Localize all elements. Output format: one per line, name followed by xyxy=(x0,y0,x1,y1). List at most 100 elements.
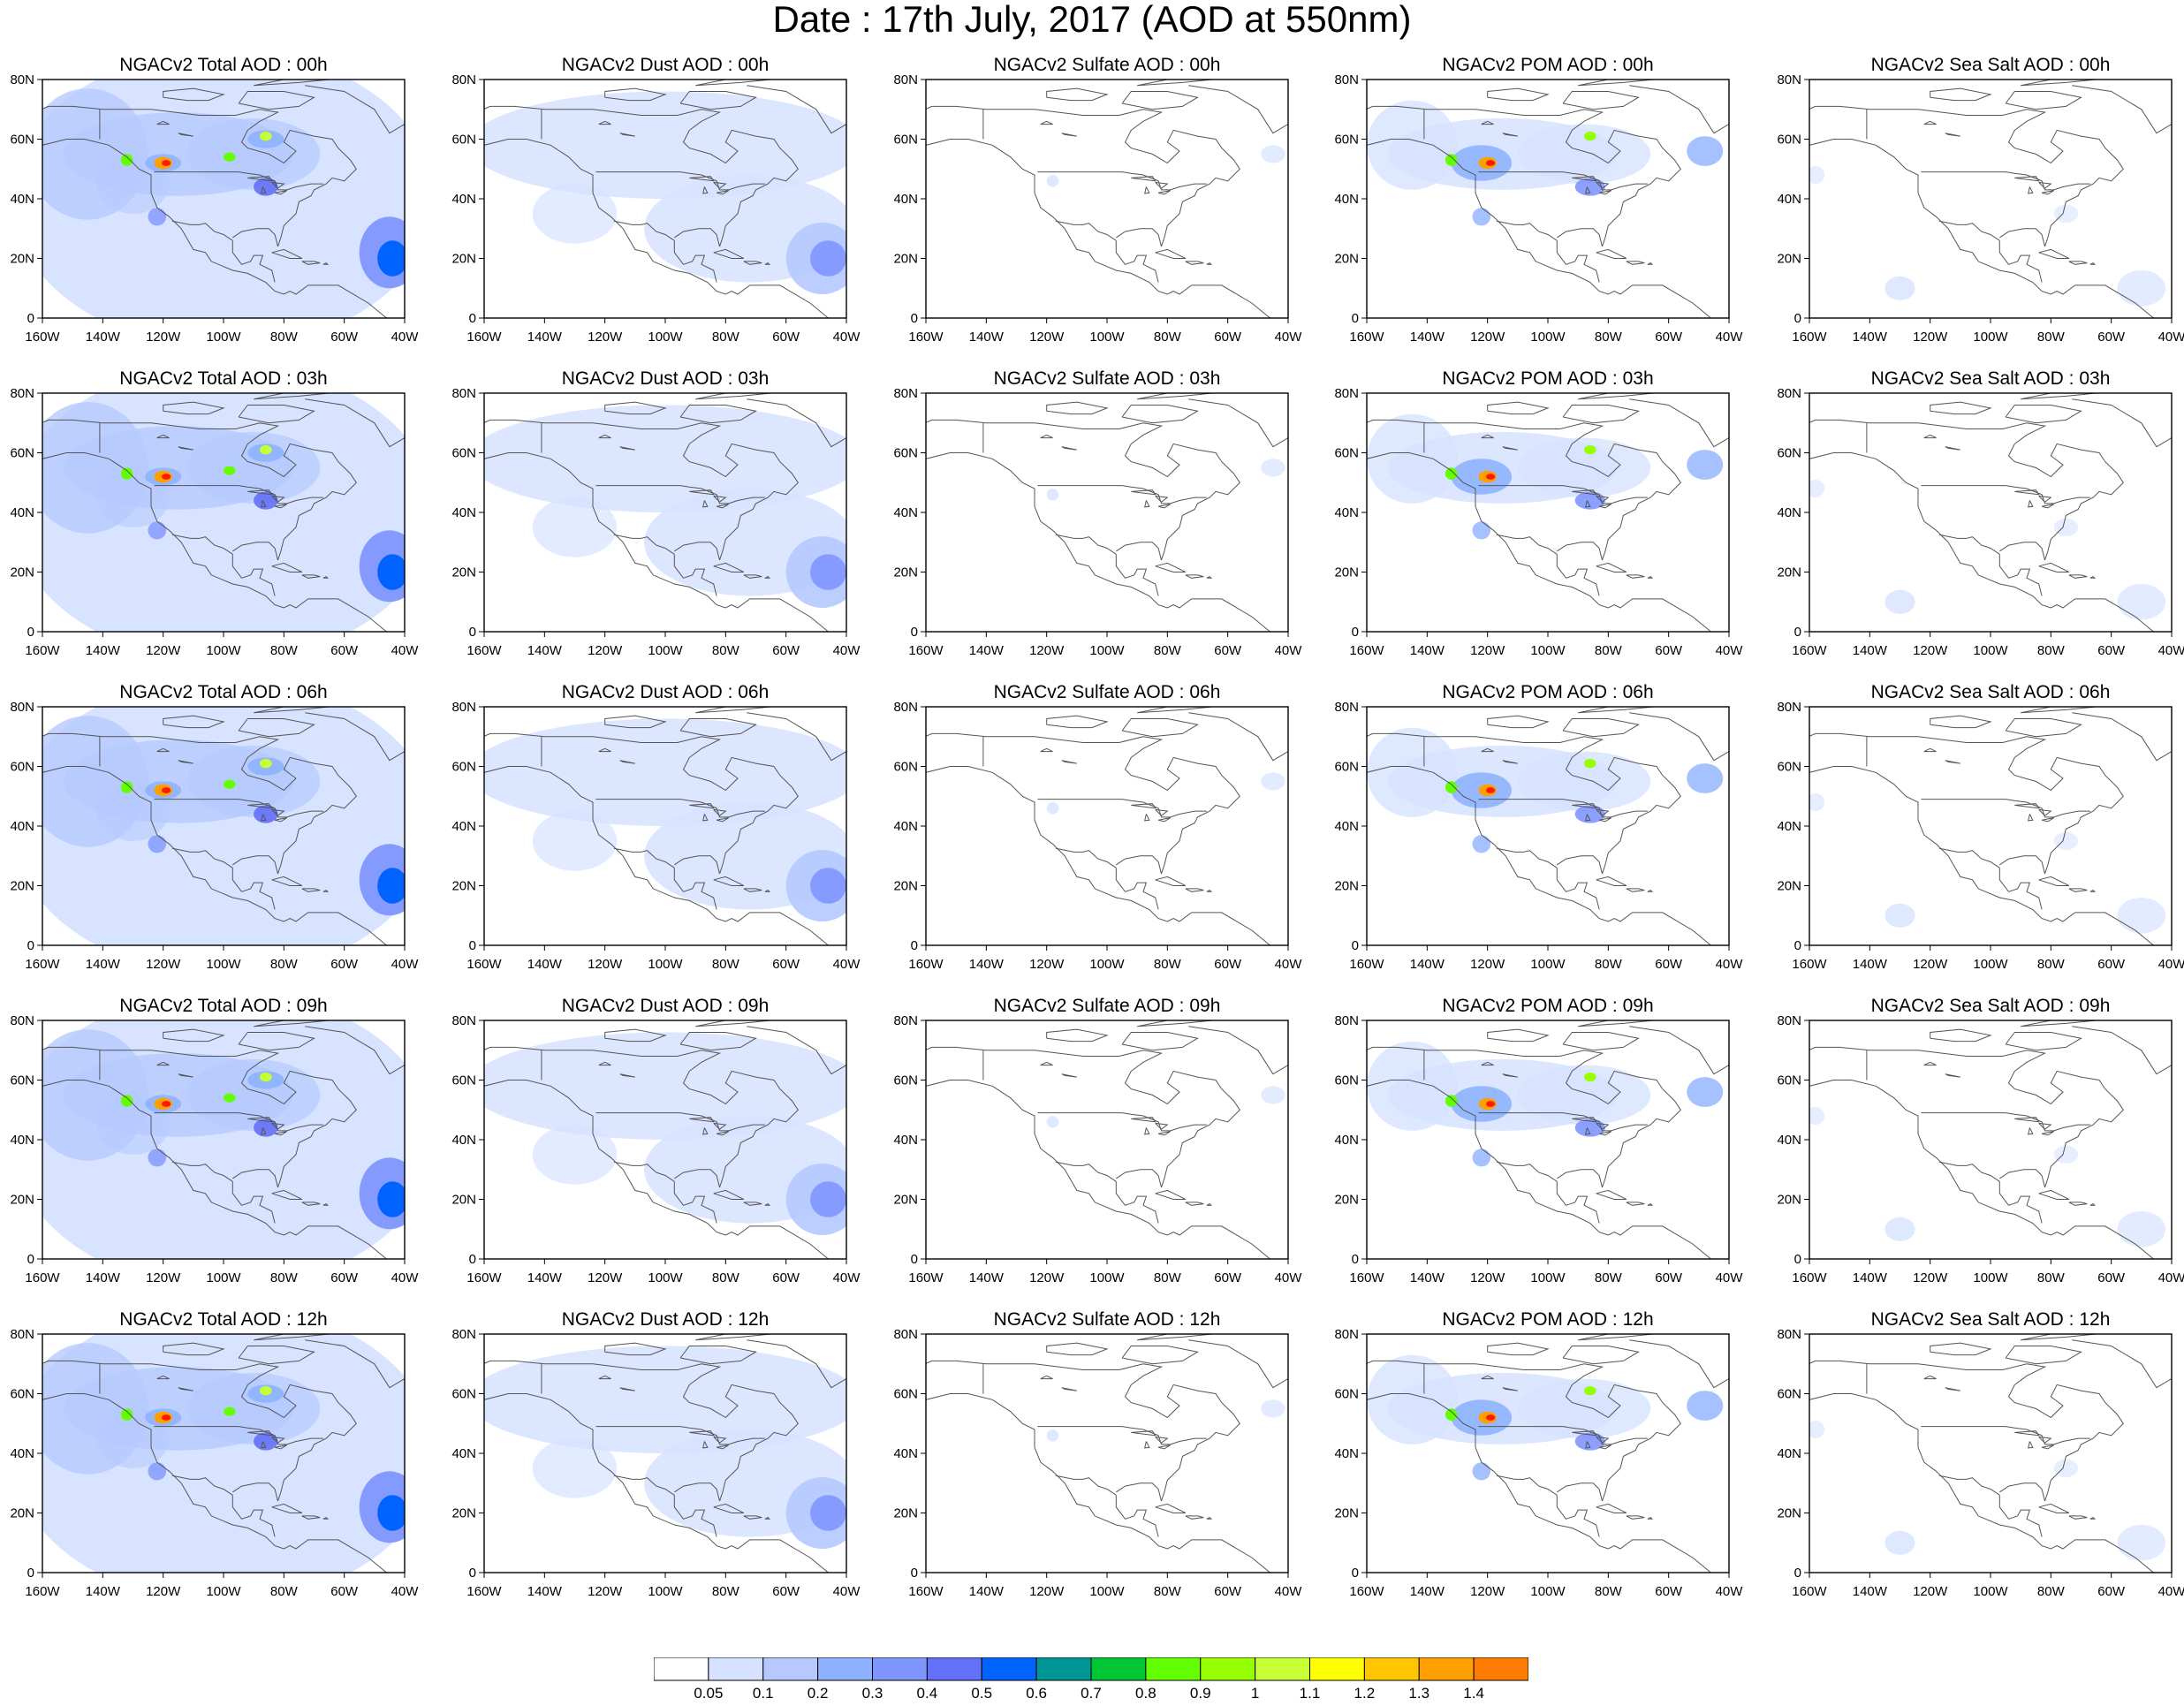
island-outline xyxy=(1923,1375,1937,1380)
aod-patch xyxy=(254,178,278,196)
island-outline xyxy=(1185,1202,1204,1206)
country-border xyxy=(595,1112,765,1132)
lon-tick-label: 160W xyxy=(1792,957,1827,972)
island-outline xyxy=(1572,1430,1597,1437)
island-outline xyxy=(695,707,771,714)
coastline xyxy=(1115,1181,1159,1224)
panel-title: NGACv2 Total AOD : 12h xyxy=(119,1309,328,1330)
lat-tick-label: 60N xyxy=(1334,446,1359,461)
map-plot: 160W 140W 120W 100W 80W 60W 40W 0 20N 40N 60N 80N xyxy=(893,700,1302,972)
map-panel-total: NGACv2 Total AOD : 12h 160W 140W 120W 100W 80… xyxy=(0,1309,447,1608)
island-outline xyxy=(1061,446,1077,451)
coastline xyxy=(42,1080,387,1259)
country-border xyxy=(1938,847,2000,868)
lat-tick-label: 40N xyxy=(1334,819,1359,834)
aod-patch xyxy=(1517,437,1651,498)
country-border xyxy=(1037,799,1207,818)
aod-patch xyxy=(484,1346,846,1454)
lat-tick-label: 40N xyxy=(10,1133,34,1148)
aod-patch xyxy=(1367,1354,1458,1444)
island-outline xyxy=(2038,1122,2052,1130)
aod-patch xyxy=(1584,445,1596,455)
lat-tick-label: 0 xyxy=(27,1252,34,1267)
aod-patch xyxy=(1809,792,1825,812)
lat-tick-label: 80N xyxy=(10,1013,34,1028)
coastlines xyxy=(42,1020,405,1259)
lon-tick-label: 120W xyxy=(1470,1584,1505,1599)
aod-patch xyxy=(2117,1211,2166,1247)
island-outline xyxy=(619,1387,635,1391)
coastline xyxy=(42,1360,357,1502)
coastlines xyxy=(926,707,1288,945)
lon-tick-label: 40W xyxy=(833,957,861,972)
island-outline xyxy=(1596,808,1610,816)
island-outline xyxy=(2028,1441,2034,1449)
lat-tick-label: 40N xyxy=(893,505,918,520)
coastline xyxy=(1116,542,1162,561)
island-outline xyxy=(2014,1117,2040,1123)
country-border xyxy=(595,171,765,191)
island-outline xyxy=(695,1020,771,1027)
aod-patch xyxy=(1367,413,1458,504)
lon-tick-label: 80W xyxy=(1154,643,1182,658)
map-plot: 160W 140W 120W 100W 80W 60W 40W 0 20N 40N 60N 80N xyxy=(1334,700,1743,972)
island-outline xyxy=(1923,747,1937,753)
island-outline xyxy=(2068,574,2088,579)
country-border xyxy=(1496,220,1558,241)
lon-tick-label: 160W xyxy=(1792,643,1827,658)
island-outline xyxy=(2068,888,2088,892)
coastline xyxy=(1998,868,2043,910)
island-outline xyxy=(702,814,709,822)
coastline xyxy=(1629,1026,1729,1075)
map-area: 160W 140W 120W 100W 80W 60W 40W 0 20N 40N 60N 80N xyxy=(1777,72,2184,345)
lon-tick-label: 160W xyxy=(908,330,944,345)
lon-tick-label: 160W xyxy=(25,1270,60,1285)
island-outline xyxy=(1596,248,1627,259)
island-outline xyxy=(1647,1202,1654,1206)
island-outline xyxy=(1585,500,1591,508)
country-border xyxy=(171,1475,233,1496)
colorbar-label: 1.1 xyxy=(1300,1685,1321,1702)
aod-patch xyxy=(148,208,167,226)
lon-tick-label: 100W xyxy=(648,1584,683,1599)
lon-tick-label: 120W xyxy=(1470,1270,1505,1285)
aod-patch xyxy=(120,781,133,793)
lon-tick-label: 140W xyxy=(1853,1270,1888,1285)
island-outline xyxy=(702,186,709,194)
island-outline xyxy=(1562,405,1640,424)
island-outline xyxy=(1562,1032,1640,1051)
country-border xyxy=(1055,534,1117,555)
aod-patch xyxy=(1367,727,1458,817)
island-outline xyxy=(254,1334,330,1341)
colorbar-swatch xyxy=(762,1657,819,1681)
map-plot: 160W 140W 120W 100W 80W 60W 40W 0 20N 40N 60N 80N xyxy=(10,1327,419,1599)
lon-tick-label: 160W xyxy=(1349,957,1384,972)
map-plot: 160W 140W 120W 100W 80W 60W 40W 0 20N 40N 60N 80N xyxy=(451,72,861,345)
aod-field xyxy=(1367,413,1724,540)
aod-patch xyxy=(2117,1525,2166,1561)
coastline xyxy=(1188,712,1288,762)
island-outline xyxy=(689,489,715,496)
island-outline xyxy=(178,760,193,764)
coastline xyxy=(1556,240,1600,283)
lon-tick-label: 120W xyxy=(588,1270,623,1285)
aod-field xyxy=(1809,165,2166,307)
island-outline xyxy=(2038,876,2070,886)
aod-patch xyxy=(224,779,236,789)
lon-tick-label: 100W xyxy=(648,957,683,972)
coastline xyxy=(42,452,387,632)
island-outline xyxy=(1598,817,1612,823)
lat-tick-label: 20N xyxy=(10,252,34,267)
aod-patch xyxy=(1261,459,1285,477)
lon-tick-label: 120W xyxy=(1913,330,1948,345)
lon-tick-label: 80W xyxy=(2037,330,2066,345)
island-outline xyxy=(1061,133,1077,137)
map-panel-dust: NGACv2 Dust AOD : 00h 160W 140W 120W 100W 80W… xyxy=(442,55,889,353)
lon-tick-label: 60W xyxy=(2097,1584,2126,1599)
aod-patch xyxy=(377,1181,405,1217)
coastline xyxy=(1809,732,2124,875)
aod-patch xyxy=(254,1118,278,1137)
lat-tick-label: 60N xyxy=(893,1387,918,1402)
lon-tick-label: 100W xyxy=(648,643,683,658)
